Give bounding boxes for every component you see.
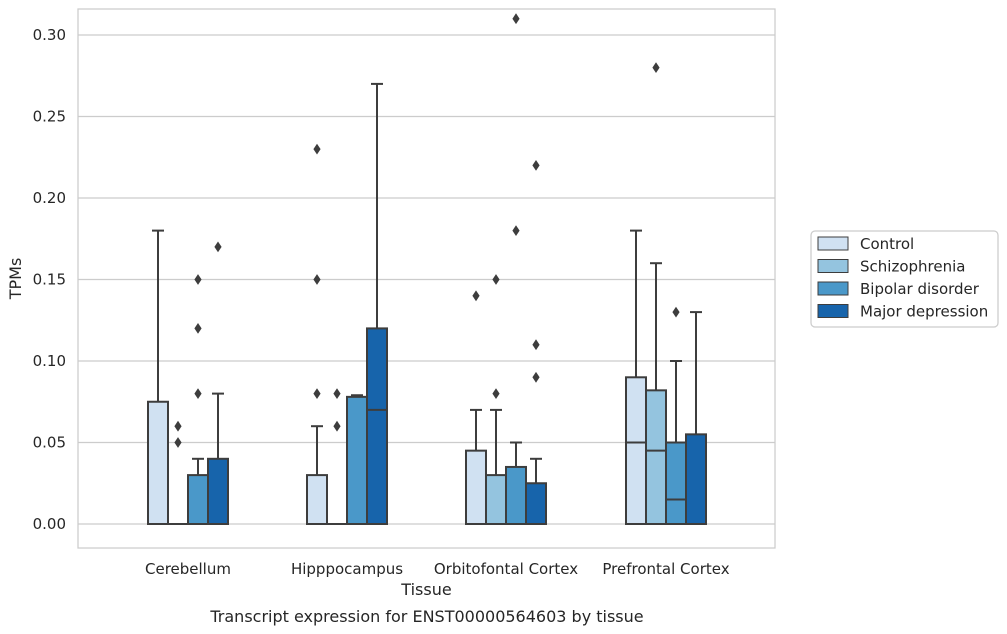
legend-label: Control <box>860 235 914 253</box>
box-body <box>465 449 487 525</box>
outlier-point <box>313 143 321 155</box>
box-body <box>625 376 647 525</box>
box-cerebellum <box>187 274 209 526</box>
outlier-point <box>512 225 520 236</box>
box-cerebellum <box>168 420 188 525</box>
outlier-point <box>333 388 341 399</box>
outlier-point <box>532 160 540 171</box>
y-tick-label: 0.30 <box>33 26 66 44</box>
series-major-depression <box>207 82 707 526</box>
gridlines <box>78 34 775 525</box>
box-hipppocampus <box>306 143 328 526</box>
legend-frame <box>810 230 999 328</box>
outlier-point <box>672 306 680 318</box>
box-orbitofontal-cortex <box>465 290 487 525</box>
box-prefrontal-cortex <box>685 311 707 526</box>
legend-swatch <box>817 236 849 251</box>
box-body <box>685 433 707 526</box>
box-hipppocampus <box>366 82 388 525</box>
series-schizophrenia <box>168 62 667 526</box>
legend-label: Bipolar disorder <box>860 280 980 298</box>
box-series <box>147 13 707 526</box>
y-tick-label: 0.05 <box>33 434 66 452</box>
outlier-point <box>194 388 202 399</box>
box-hipppocampus <box>327 388 347 525</box>
outlier-point <box>512 13 520 25</box>
outlier-point <box>333 420 341 432</box>
series-control <box>147 143 647 526</box>
y-tick-label: 0.25 <box>33 108 66 126</box>
x-axis-title: Tissue <box>400 580 451 599</box>
legend-swatch <box>817 281 849 296</box>
box-prefrontal-cortex <box>645 62 667 525</box>
box-body <box>207 457 229 525</box>
legend: Control Schizophrenia Bipolar disorder Majo… <box>810 230 999 328</box>
legend-swatch <box>817 304 849 318</box>
box-cerebellum <box>207 241 229 525</box>
outlier-point <box>194 323 202 334</box>
box-body <box>645 389 667 525</box>
box-hipppocampus <box>346 394 368 525</box>
outlier-point <box>652 62 660 73</box>
box-body <box>505 465 527 526</box>
outlier-point <box>194 274 202 285</box>
box-prefrontal-cortex <box>625 229 647 525</box>
box-orbitofontal-cortex <box>525 160 547 525</box>
plot-frame <box>77 8 776 549</box>
legend-label: Major depression <box>860 303 988 321</box>
box-cerebellum <box>147 229 169 525</box>
y-axis-title: TPMs <box>6 258 25 301</box>
y-axis-ticks: 0.00 0.05 0.10 0.15 0.20 0.25 0.30 <box>33 26 66 533</box>
y-tick-label: 0.00 <box>33 515 66 533</box>
x-axis-ticks: Cerebellum Hipppocampus Orbitofontal Corte… <box>145 560 730 578</box>
series-bipolar-disorder <box>187 13 687 526</box>
box-body <box>187 474 209 526</box>
outlier-point <box>313 274 321 285</box>
x-tick-label: Prefrontal Cortex <box>602 560 729 578</box>
y-tick-label: 0.10 <box>33 352 66 370</box>
outlier-point <box>532 339 540 351</box>
box-body <box>346 395 368 525</box>
x-tick-label: Orbitofontal Cortex <box>434 560 578 578</box>
outlier-point <box>532 371 540 383</box>
chart-caption: Transcript expression for ENST0000056460… <box>209 607 643 626</box>
box-orbitofontal-cortex <box>485 274 507 526</box>
y-tick-label: 0.15 <box>33 271 66 289</box>
outlier-point <box>472 290 480 302</box>
outlier-point <box>492 388 500 399</box>
outlier-point <box>174 437 182 448</box>
outlier-point <box>492 274 500 285</box>
box-body <box>485 474 507 526</box>
box-body <box>147 400 169 525</box>
outlier-point <box>214 241 222 253</box>
legend-swatch <box>817 259 849 273</box>
x-tick-label: Hipppocampus <box>291 560 403 578</box>
x-tick-label: Cerebellum <box>145 560 231 578</box>
box-body <box>665 441 687 525</box>
box-body <box>306 474 328 526</box>
box-orbitofontal-cortex <box>505 13 527 526</box>
legend-label: Schizophrenia <box>860 258 965 276</box>
box-prefrontal-cortex <box>665 306 687 525</box>
outlier-point <box>313 388 321 399</box>
box-body <box>525 482 547 525</box>
y-tick-label: 0.20 <box>33 189 66 207</box>
outlier-point <box>174 420 182 432</box>
box-body <box>366 327 388 525</box>
